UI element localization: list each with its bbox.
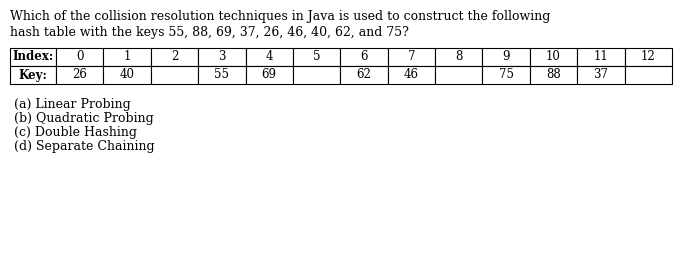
- Text: 2: 2: [171, 50, 178, 64]
- Text: 40: 40: [120, 69, 135, 81]
- Bar: [530, 48, 577, 66]
- Bar: [245, 66, 293, 84]
- Bar: [198, 48, 245, 66]
- Text: Index:: Index:: [12, 50, 54, 64]
- Bar: [435, 66, 482, 84]
- Text: 3: 3: [218, 50, 225, 64]
- Text: 26: 26: [72, 69, 87, 81]
- Text: 62: 62: [357, 69, 372, 81]
- Text: (b) Quadratic Probing: (b) Quadratic Probing: [14, 112, 154, 125]
- Text: 11: 11: [594, 50, 608, 64]
- Text: 0: 0: [76, 50, 83, 64]
- Text: 9: 9: [502, 50, 510, 64]
- Text: 37: 37: [594, 69, 609, 81]
- Text: 46: 46: [404, 69, 419, 81]
- Bar: [387, 66, 435, 84]
- Text: 10: 10: [546, 50, 561, 64]
- Text: 69: 69: [262, 69, 277, 81]
- Text: (c) Double Hashing: (c) Double Hashing: [14, 126, 137, 139]
- Bar: [293, 48, 340, 66]
- Bar: [577, 48, 624, 66]
- Bar: [103, 48, 150, 66]
- Text: (d) Separate Chaining: (d) Separate Chaining: [14, 140, 155, 153]
- Bar: [577, 66, 624, 84]
- Text: 6: 6: [360, 50, 368, 64]
- Text: 1: 1: [124, 50, 131, 64]
- Bar: [10, 48, 56, 66]
- Bar: [150, 66, 198, 84]
- Bar: [56, 66, 103, 84]
- Bar: [624, 48, 672, 66]
- Bar: [150, 48, 198, 66]
- Text: 12: 12: [641, 50, 655, 64]
- Bar: [530, 66, 577, 84]
- Bar: [340, 48, 387, 66]
- Bar: [245, 48, 293, 66]
- Text: 7: 7: [407, 50, 415, 64]
- Bar: [482, 66, 530, 84]
- Bar: [198, 66, 245, 84]
- Text: (a) Linear Probing: (a) Linear Probing: [14, 98, 131, 111]
- Bar: [482, 48, 530, 66]
- Text: 88: 88: [546, 69, 561, 81]
- Bar: [624, 66, 672, 84]
- Text: Which of the collision resolution techniques in Java is used to construct the fo: Which of the collision resolution techni…: [10, 10, 550, 23]
- Text: 5: 5: [313, 50, 320, 64]
- Bar: [56, 48, 103, 66]
- Bar: [103, 66, 150, 84]
- Bar: [387, 48, 435, 66]
- Text: 55: 55: [214, 69, 229, 81]
- Bar: [435, 48, 482, 66]
- Text: Key:: Key:: [19, 69, 47, 81]
- Text: 8: 8: [455, 50, 462, 64]
- Text: 75: 75: [499, 69, 514, 81]
- Bar: [293, 66, 340, 84]
- Text: 4: 4: [265, 50, 273, 64]
- Bar: [340, 66, 387, 84]
- Bar: [10, 66, 56, 84]
- Text: hash table with the keys 55, 88, 69, 37, 26, 46, 40, 62, and 75?: hash table with the keys 55, 88, 69, 37,…: [10, 26, 409, 39]
